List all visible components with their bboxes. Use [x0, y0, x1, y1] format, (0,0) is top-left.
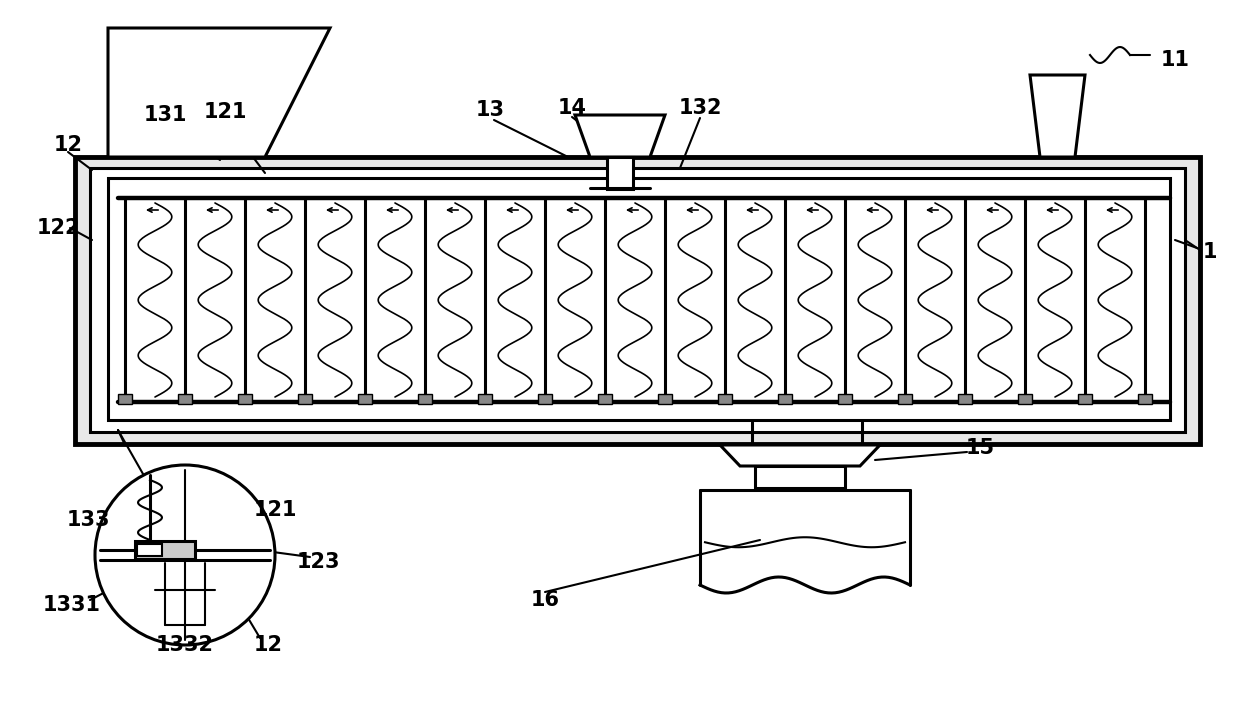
Bar [608, 157, 632, 189]
Bar [538, 394, 552, 404]
Bar [358, 394, 372, 404]
Bar [91, 168, 1185, 432]
Bar [1018, 394, 1032, 404]
Bar [777, 394, 792, 404]
Bar [108, 178, 1171, 420]
Bar [135, 541, 195, 559]
Bar [658, 394, 672, 404]
Text: 132: 132 [678, 98, 722, 118]
Polygon shape [720, 445, 880, 466]
Bar [959, 394, 972, 404]
Bar [179, 394, 192, 404]
Bar [1078, 394, 1092, 404]
Bar [838, 394, 852, 404]
Bar [598, 394, 613, 404]
Circle shape [95, 465, 275, 645]
Text: 14: 14 [558, 98, 587, 118]
Text: 122: 122 [36, 218, 79, 238]
Text: 1331: 1331 [43, 595, 100, 615]
Bar [136, 544, 162, 556]
Text: 1332: 1332 [156, 635, 215, 655]
Text: 13: 13 [475, 100, 505, 120]
Bar [718, 394, 732, 404]
Text: 1: 1 [1203, 242, 1218, 262]
Text: 15: 15 [966, 438, 994, 458]
Bar [1138, 394, 1152, 404]
Text: 11: 11 [1161, 50, 1189, 70]
Bar [298, 394, 312, 404]
Text: 131: 131 [144, 105, 187, 125]
Bar [755, 466, 844, 488]
Bar [118, 394, 131, 404]
Polygon shape [575, 115, 665, 157]
Bar [418, 394, 432, 404]
Text: 16: 16 [531, 590, 559, 610]
Text: 12: 12 [53, 135, 83, 155]
Text: 12: 12 [253, 635, 283, 655]
Polygon shape [108, 28, 330, 157]
Bar [238, 394, 252, 404]
Bar [898, 394, 911, 404]
Text: 123: 123 [296, 552, 340, 572]
Text: 121: 121 [253, 500, 296, 520]
Polygon shape [1030, 75, 1085, 157]
Bar [74, 157, 1200, 444]
Text: 121: 121 [203, 102, 247, 122]
Text: 133: 133 [66, 510, 110, 530]
Bar [477, 394, 492, 404]
